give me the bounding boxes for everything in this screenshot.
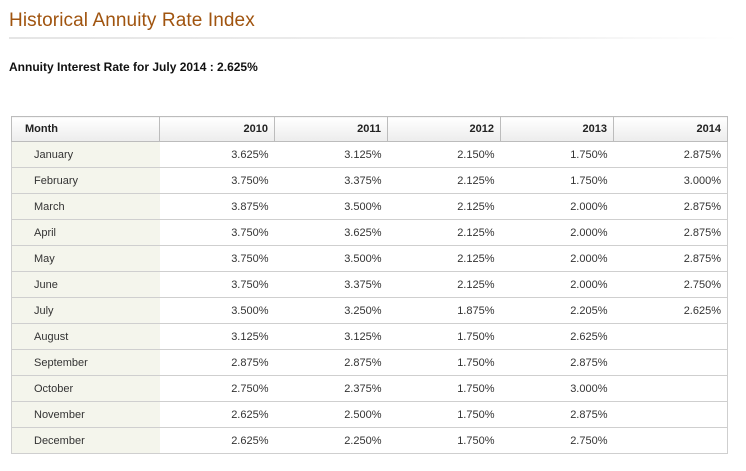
- column-header-2010: 2010: [159, 116, 275, 142]
- rate-cell-2014: [613, 401, 728, 428]
- table-row: November 2.625% 2.500% 1.750% 2.875%: [11, 401, 728, 428]
- rate-cell-2012: 1.750%: [387, 323, 501, 350]
- month-cell: July: [11, 297, 160, 324]
- rate-cell-2012: 1.750%: [387, 349, 501, 376]
- month-cell: February: [11, 167, 160, 194]
- rate-cell-2014: 2.875%: [613, 141, 728, 168]
- rate-cell-2011: 3.125%: [274, 141, 388, 168]
- month-cell: June: [11, 271, 160, 298]
- month-cell: March: [11, 193, 160, 220]
- month-cell: April: [11, 219, 160, 246]
- rate-cell-2012: 2.125%: [387, 167, 501, 194]
- rate-cell-2014: 2.875%: [613, 245, 728, 272]
- rate-cell-2011: 2.375%: [274, 375, 388, 402]
- rate-cell-2014: 2.875%: [613, 219, 728, 246]
- page-title: Historical Annuity Rate Index: [9, 10, 255, 31]
- month-cell: September: [11, 349, 160, 376]
- rate-cell-2013: 2.000%: [500, 245, 614, 272]
- rate-cell-2013: 2.000%: [500, 193, 614, 220]
- rate-cell-2014: 3.000%: [613, 167, 728, 194]
- table-row: May 3.750% 3.500% 2.125% 2.000% 2.875%: [11, 245, 728, 272]
- rate-cell-2011: 3.500%: [274, 193, 388, 220]
- table-row: March 3.875% 3.500% 2.125% 2.000% 2.875%: [11, 193, 728, 220]
- rate-cell-2010: 3.750%: [159, 219, 275, 246]
- rate-cell-2012: 2.125%: [387, 245, 501, 272]
- month-cell: December: [11, 427, 160, 454]
- rate-cell-2012: 2.125%: [387, 219, 501, 246]
- table-row: August 3.125% 3.125% 1.750% 2.625%: [11, 323, 728, 350]
- rate-cell-2011: 3.500%: [274, 245, 388, 272]
- rate-cell-2010: 2.625%: [159, 401, 275, 428]
- rate-cell-2013: 2.625%: [500, 323, 614, 350]
- rate-cell-2011: 2.250%: [274, 427, 388, 454]
- table-row: April 3.750% 3.625% 2.125% 2.000% 2.875%: [11, 219, 728, 246]
- column-header-month: Month: [11, 116, 160, 142]
- rate-cell-2013: 3.000%: [500, 375, 614, 402]
- column-header-2011: 2011: [274, 116, 388, 142]
- table-header-row: Month 2010 2011 2012 2013 2014: [11, 116, 728, 142]
- rate-cell-2014: [613, 323, 728, 350]
- rate-cell-2013: 2.205%: [500, 297, 614, 324]
- rate-cell-2013: 2.875%: [500, 401, 614, 428]
- annuity-rate-table: Month 2010 2011 2012 2013 2014 January 3.…: [11, 116, 728, 454]
- rate-cell-2014: 2.875%: [613, 193, 728, 220]
- rate-cell-2014: 2.625%: [613, 297, 728, 324]
- table-row: July 3.500% 3.250% 1.875% 2.205% 2.625%: [11, 297, 728, 324]
- rate-cell-2010: 2.750%: [159, 375, 275, 402]
- month-cell: January: [11, 141, 160, 168]
- rate-cell-2014: 2.750%: [613, 271, 728, 298]
- rate-cell-2011: 3.125%: [274, 323, 388, 350]
- rate-cell-2013: 2.750%: [500, 427, 614, 454]
- rate-cell-2012: 1.750%: [387, 427, 501, 454]
- table-row: June 3.750% 3.375% 2.125% 2.000% 2.750%: [11, 271, 728, 298]
- rate-cell-2012: 2.150%: [387, 141, 501, 168]
- rate-cell-2010: 3.750%: [159, 271, 275, 298]
- rate-cell-2012: 2.125%: [387, 193, 501, 220]
- rate-cell-2013: 2.875%: [500, 349, 614, 376]
- column-header-2012: 2012: [387, 116, 501, 142]
- rate-cell-2010: 2.875%: [159, 349, 275, 376]
- rate-cell-2012: 2.125%: [387, 271, 501, 298]
- month-cell: May: [11, 245, 160, 272]
- rate-cell-2011: 2.875%: [274, 349, 388, 376]
- rate-cell-2014: [613, 427, 728, 454]
- rate-cell-2010: 3.750%: [159, 167, 275, 194]
- rate-cell-2010: 3.500%: [159, 297, 275, 324]
- rate-cell-2010: 2.625%: [159, 427, 275, 454]
- month-cell: August: [11, 323, 160, 350]
- table-row: October 2.750% 2.375% 1.750% 3.000%: [11, 375, 728, 402]
- rate-cell-2011: 3.625%: [274, 219, 388, 246]
- rate-cell-2010: 3.625%: [159, 141, 275, 168]
- rate-cell-2010: 3.125%: [159, 323, 275, 350]
- rate-cell-2013: 2.000%: [500, 219, 614, 246]
- rate-cell-2012: 1.750%: [387, 401, 501, 428]
- rate-cell-2011: 3.375%: [274, 271, 388, 298]
- table-row: January 3.625% 3.125% 2.150% 1.750% 2.875%: [11, 141, 728, 168]
- column-header-2014: 2014: [613, 116, 728, 142]
- rate-cell-2013: 2.000%: [500, 271, 614, 298]
- rate-cell-2010: 3.875%: [159, 193, 275, 220]
- rate-cell-2011: 3.250%: [274, 297, 388, 324]
- rate-cell-2013: 1.750%: [500, 141, 614, 168]
- rate-cell-2012: 1.750%: [387, 375, 501, 402]
- rate-cell-2012: 1.875%: [387, 297, 501, 324]
- rate-cell-2010: 3.750%: [159, 245, 275, 272]
- table-row: September 2.875% 2.875% 1.750% 2.875%: [11, 349, 728, 376]
- month-cell: November: [11, 401, 160, 428]
- column-header-2013: 2013: [500, 116, 614, 142]
- month-cell: October: [11, 375, 160, 402]
- title-divider: [9, 37, 738, 39]
- rate-cell-2014: [613, 349, 728, 376]
- rate-cell-2011: 3.375%: [274, 167, 388, 194]
- current-rate-summary: Annuity Interest Rate for July 2014 : 2.…: [9, 60, 258, 74]
- rate-cell-2014: [613, 375, 728, 402]
- table-row: February 3.750% 3.375% 2.125% 1.750% 3.000%: [11, 167, 728, 194]
- table-row: December 2.625% 2.250% 1.750% 2.750%: [11, 427, 728, 454]
- rate-cell-2011: 2.500%: [274, 401, 388, 428]
- rate-cell-2013: 1.750%: [500, 167, 614, 194]
